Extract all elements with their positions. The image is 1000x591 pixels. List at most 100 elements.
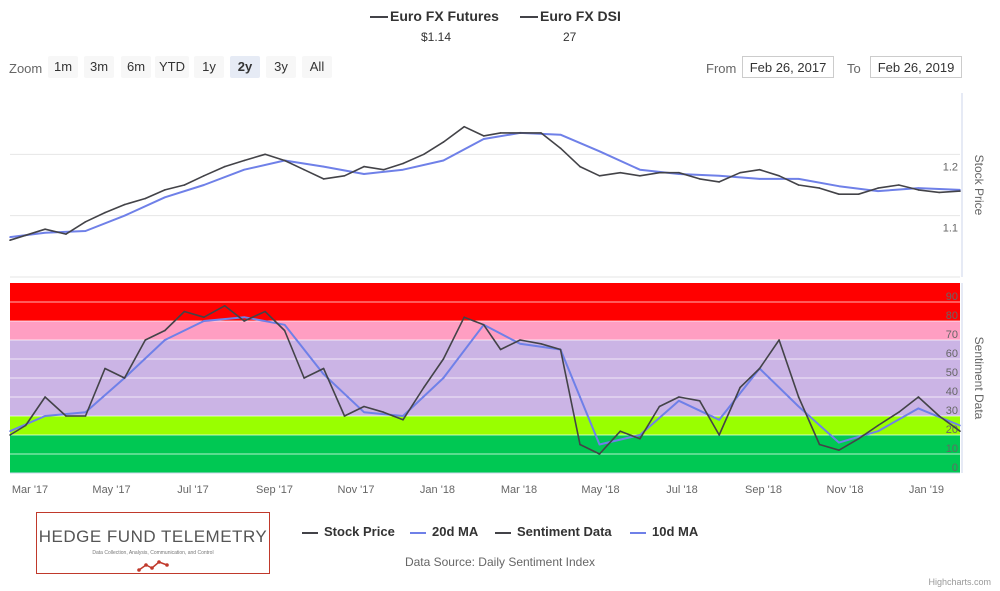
sentiment-10d-ma-line-point bbox=[164, 339, 166, 341]
stock-price-line-point bbox=[104, 211, 106, 214]
sentiment-data-line-point bbox=[938, 415, 940, 417]
range-from-label: From bbox=[706, 61, 737, 76]
sentiment-data-line-point bbox=[619, 430, 622, 433]
stock-price-line-point bbox=[698, 178, 701, 180]
price-20d-ma-line-point bbox=[363, 173, 365, 175]
stock-price-line-point bbox=[123, 203, 126, 206]
zoom-2y-button[interactable]: 2y bbox=[230, 56, 260, 78]
stock-price-line-point bbox=[917, 189, 920, 191]
series-name-dsi: Euro FX DSI bbox=[520, 8, 621, 24]
price-20d-ma-line-point bbox=[203, 184, 205, 186]
sentiment-tick-label: 80 bbox=[946, 310, 958, 322]
logo-title: HEDGE FUND TELEMETRY bbox=[38, 527, 268, 546]
stock-price-line-point bbox=[678, 171, 680, 174]
sentiment-10d-ma-line-point bbox=[283, 324, 286, 326]
sentiment-data-line-point bbox=[303, 377, 305, 379]
sentiment-data-line-point bbox=[84, 415, 87, 417]
price-20d-ma-line-point bbox=[758, 178, 761, 180]
stock-price-legend-icon bbox=[302, 531, 318, 534]
x-axis-label: Nov '18 bbox=[827, 484, 864, 496]
x-axis-label: Jan '18 bbox=[420, 484, 455, 496]
x-axis-label: May '18 bbox=[581, 484, 619, 496]
series-name-price: Euro FX Futures bbox=[370, 8, 499, 24]
range-to-input[interactable]: Feb 26, 2019 bbox=[870, 56, 962, 78]
zoom-ytd-button[interactable]: YTD bbox=[155, 56, 189, 78]
stock-price-line bbox=[9, 125, 961, 241]
x-axis-label: Jul '17 bbox=[177, 484, 208, 496]
stock-price-line-point bbox=[658, 171, 661, 174]
zoom-1m-button[interactable]: 1m bbox=[48, 56, 78, 78]
sentiment-10d-ma-line-point bbox=[959, 424, 961, 427]
stock-price-line-point bbox=[482, 135, 485, 137]
sentiment-10d-ma-line-point bbox=[877, 430, 879, 433]
sentiment-band bbox=[10, 321, 960, 340]
zoom-3y-button[interactable]: 3y bbox=[266, 56, 296, 78]
price-20d-ma-line-point bbox=[718, 175, 720, 177]
stock-price-line-point bbox=[938, 191, 940, 194]
legend-item-20d-ma[interactable]: 20d MA bbox=[410, 524, 478, 539]
sentiment-legend-icon bbox=[495, 531, 511, 534]
highcharts-credits[interactable]: Highcharts.com bbox=[928, 577, 991, 587]
sentiment-data-line-point bbox=[818, 443, 821, 446]
sentiment-data-line-point bbox=[698, 400, 701, 402]
sentiment-data-line-point bbox=[123, 377, 126, 379]
zoom-all-button[interactable]: All bbox=[302, 56, 332, 78]
range-from-input[interactable]: Feb 26, 2017 bbox=[742, 56, 834, 78]
stock-price-line-point bbox=[322, 178, 325, 180]
stock-price-line-point bbox=[264, 153, 266, 156]
sentiment-data-line-point bbox=[540, 343, 542, 345]
zoom-1y-button[interactable]: 1y bbox=[194, 56, 224, 78]
stock-price-line-point bbox=[598, 175, 601, 177]
legend-item-sentiment-data[interactable]: Sentiment Data bbox=[495, 524, 612, 539]
stock-price-line-point bbox=[183, 184, 186, 186]
sentiment-data-line-point bbox=[203, 316, 205, 318]
stock-price-line-point bbox=[463, 125, 466, 128]
sentiment-data-line-point bbox=[898, 411, 900, 414]
sentiment-data-line-point bbox=[499, 348, 502, 351]
stock-price-line-point bbox=[84, 221, 87, 223]
sentiment-data-line-point bbox=[104, 367, 106, 370]
sentiment-data-line-point bbox=[639, 438, 641, 440]
series2-value: 27 bbox=[563, 30, 577, 44]
stock-price-line-point bbox=[797, 184, 800, 186]
sentiment-data-line-point bbox=[343, 415, 346, 417]
sentiment-data-line-point bbox=[482, 324, 485, 326]
price-20d-ma-line-point bbox=[959, 189, 961, 191]
stock-price-line-point bbox=[579, 165, 581, 168]
sentiment-data-line-point bbox=[678, 396, 680, 398]
stock-price-line-point bbox=[519, 132, 521, 134]
sentiment-data-line-point bbox=[658, 405, 661, 408]
sentiment-tick-label: 0 bbox=[952, 462, 958, 474]
stock-price-line-point bbox=[24, 234, 27, 237]
stock-price-line-point bbox=[343, 175, 346, 177]
20d-ma-legend-icon bbox=[410, 531, 426, 534]
sentiment-10d-ma-line-point bbox=[598, 443, 601, 446]
sentiment-10d-ma-line-point bbox=[442, 377, 445, 379]
stock-price-line-point bbox=[382, 168, 385, 171]
stock-price-line-point bbox=[9, 239, 11, 241]
stock-price-line-point bbox=[402, 162, 404, 165]
sentiment-data-line-point bbox=[322, 367, 325, 370]
stock-price-line-point bbox=[739, 171, 741, 174]
price-20d-ma-line-point bbox=[838, 185, 840, 187]
x-axis-label: Sep '18 bbox=[745, 484, 782, 496]
sentiment-data-line-point bbox=[44, 396, 46, 398]
legend-item-stock-price[interactable]: Stock Price bbox=[302, 524, 395, 539]
sentiment-10d-ma-line-point bbox=[203, 320, 205, 322]
sentiment-10d-ma-line-point bbox=[44, 415, 46, 417]
stock-price-line-point bbox=[758, 168, 761, 171]
stock-price-line-point bbox=[442, 141, 445, 143]
zoom-6m-button[interactable]: 6m bbox=[121, 56, 151, 78]
sentiment-data-line-point bbox=[917, 396, 920, 398]
legend-item-10d-ma[interactable]: 10d MA bbox=[630, 524, 698, 539]
sentiment-data-line-point bbox=[838, 449, 840, 452]
sentiment-data-line-point bbox=[65, 415, 67, 417]
price-line-icon bbox=[370, 16, 388, 19]
stock-price-line-point bbox=[619, 171, 622, 174]
sentiment-data-line-point bbox=[959, 430, 961, 433]
sentiment-data-line-point bbox=[559, 348, 562, 351]
zoom-3m-button[interactable]: 3m bbox=[84, 56, 114, 78]
data-source: Data Source: Daily Sentiment Index bbox=[404, 555, 596, 569]
series1-value: $1.14 bbox=[421, 30, 452, 44]
x-axis-label: Sep '17 bbox=[256, 484, 293, 496]
